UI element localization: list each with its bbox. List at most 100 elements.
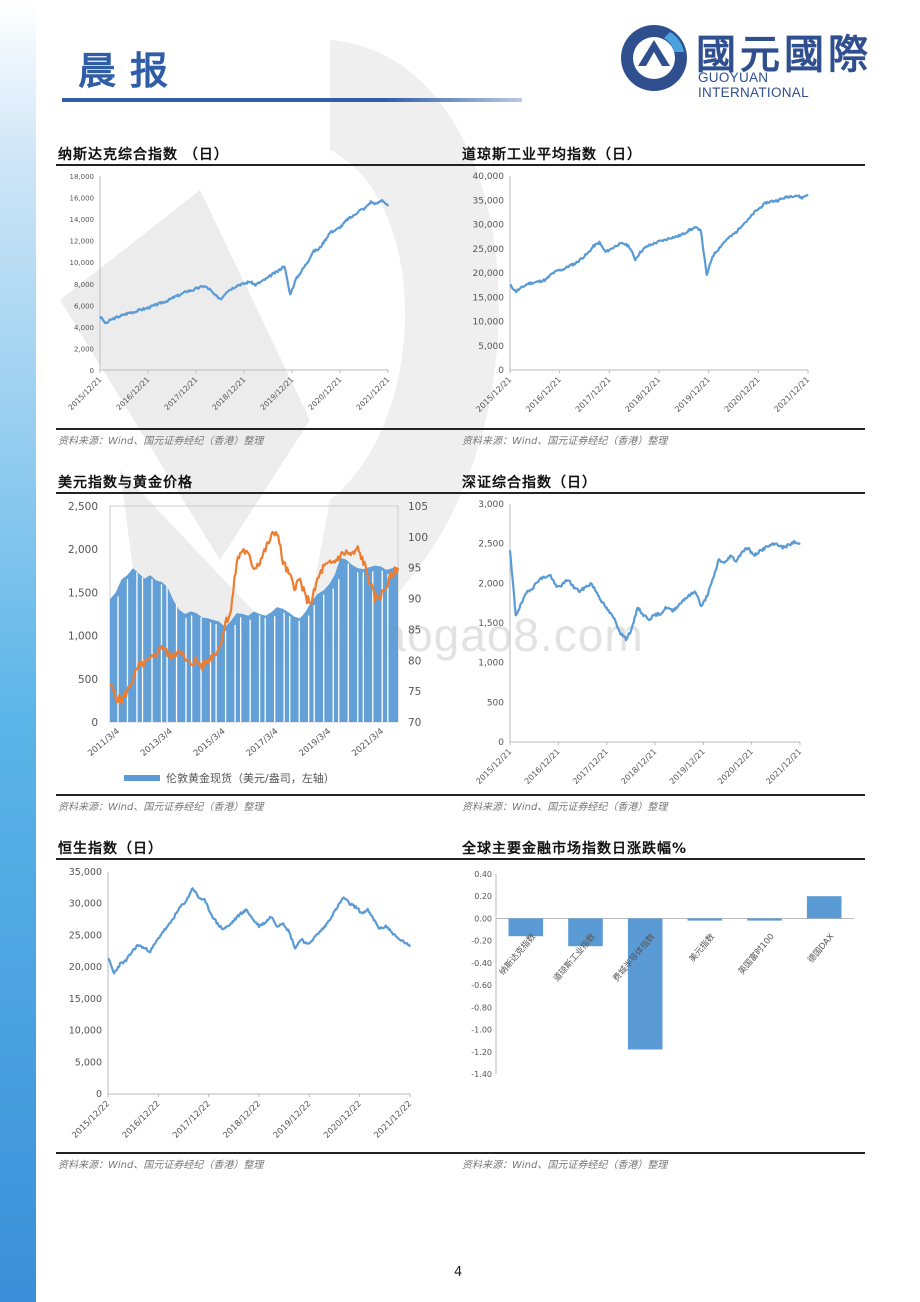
x-tick-label: 2019/12/22 <box>272 1099 314 1141</box>
source-note: 资料来源：Wind、国元证券经纪（香港）整理 <box>58 802 264 813</box>
x-tick-label: 2015/3/4 <box>192 727 228 759</box>
y-tick-label: 20,000 <box>473 269 505 279</box>
x-tick-label: 2020/12/21 <box>723 375 762 414</box>
series-line <box>107 887 411 975</box>
bar-3 <box>687 918 723 921</box>
right-y-tick-label: 70 <box>408 717 421 729</box>
source-note: 资料来源：Wind、国元证券经纪（香港）整理 <box>462 1160 668 1171</box>
y-tick-label: 40,000 <box>473 172 505 182</box>
x-tick-label: 2015/12/21 <box>474 747 513 786</box>
divider-rule <box>56 794 460 796</box>
logo-mark-icon <box>621 25 687 91</box>
x-tick-label: 2017/12/21 <box>571 747 610 786</box>
category-label: 英国富时100 <box>736 931 777 977</box>
left-y-tick-label: 1,500 <box>68 587 98 599</box>
y-tick-label: -0.80 <box>471 1003 492 1012</box>
x-tick-label: 2018/12/21 <box>623 375 662 414</box>
y-tick-label: 2,000 <box>478 579 504 589</box>
x-tick-label: 2017/12/21 <box>574 375 613 414</box>
chart-title-nasdaq: 纳斯达克综合指数 （日） <box>58 147 229 163</box>
left-y-tick-label: 2,500 <box>68 501 98 513</box>
x-tick-label: 2021/3/4 <box>350 727 386 759</box>
y-tick-label: 14,000 <box>70 216 95 224</box>
x-tick-label: 2016/12/21 <box>523 747 562 786</box>
y-tick-label: 0.00 <box>474 914 492 923</box>
nasdaq-line-chart: 0 2,000 4,000 6,000 8,000 10,000 12,000 14,000 1… <box>66 173 391 412</box>
x-tick-label: 2021/12/21 <box>354 375 391 412</box>
x-tick-label: 2019/12/21 <box>668 747 707 786</box>
logo-chinese-name: 國元國際 <box>696 32 872 78</box>
y-tick-label: 10,000 <box>473 318 505 328</box>
source-note: 资料来源：Wind、国元证券经纪（香港）整理 <box>462 802 668 813</box>
category-label: 德国DAX <box>806 931 837 965</box>
right-y-tick-label: 85 <box>408 624 421 636</box>
x-tick-label: 2019/12/21 <box>673 375 712 414</box>
y-tick-label: 35,000 <box>69 867 102 878</box>
global-markets-bar-chart: 0.40 0.20 0.00 -0.20 -0.40 -0.60 -0.80 -1.00 -1.… <box>471 870 854 1079</box>
chart-title-dow: 道琼斯工业平均指数（日） <box>462 147 642 163</box>
dow-line-chart: 0 5,000 10,000 15,000 20,000 25,000 30,000 35,0… <box>473 172 812 414</box>
y-tick-label: 0.40 <box>474 870 492 879</box>
bar-4 <box>747 918 782 921</box>
y-tick-label: 25,000 <box>473 245 505 255</box>
x-tick-label: 2021/12/21 <box>772 375 811 414</box>
y-tick-label: -1.00 <box>471 1026 492 1035</box>
x-tick-label: 2018/12/21 <box>619 747 658 786</box>
y-tick-label: 0.20 <box>474 892 492 901</box>
x-tick-label: 2015/12/21 <box>66 375 103 412</box>
y-tick-label: 35,000 <box>473 196 505 206</box>
y-tick-label: 6,000 <box>74 302 94 310</box>
divider-rule <box>460 428 865 430</box>
left-y-tick-label: 2,000 <box>68 544 98 556</box>
left-y-tick-label: 500 <box>78 674 98 686</box>
y-tick-label: 8,000 <box>74 281 94 289</box>
usd-gold-combo-chart: 0 500 1,000 1,500 2,000 2,500 70 75 80 85 90 95 100 1… <box>68 501 428 785</box>
chart-title-hsi: 恒生指数（日） <box>58 841 163 857</box>
y-tick-label: -1.40 <box>471 1070 492 1079</box>
y-tick-label: 5,000 <box>478 342 504 352</box>
title-rule <box>62 98 522 102</box>
x-tick-label: 2017/12/21 <box>162 375 199 412</box>
x-tick-label: 2021/12/22 <box>372 1099 414 1141</box>
y-tick-label: 0 <box>498 738 504 748</box>
x-tick-label: 2015/12/21 <box>474 375 513 414</box>
left-y-tick-label: 0 <box>91 717 98 729</box>
y-tick-label: -1.20 <box>471 1048 492 1057</box>
left-y-tick-label: 1,000 <box>68 631 98 643</box>
x-tick-label: 2019/12/21 <box>258 375 295 412</box>
y-tick-label: 30,000 <box>473 221 505 231</box>
right-y-tick-label: 100 <box>408 532 428 544</box>
source-note: 资料来源：Wind、国元证券经纪（香港）整理 <box>462 436 668 447</box>
y-tick-label: 2,500 <box>478 540 504 550</box>
divider-rule <box>460 794 865 796</box>
y-tick-label: -0.60 <box>471 981 492 990</box>
right-y-tick-label: 95 <box>408 563 421 575</box>
x-tick-label: 2016/12/21 <box>114 375 151 412</box>
bar-1 <box>568 918 603 947</box>
y-tick-label: 15,000 <box>473 293 505 303</box>
x-tick-label: 2013/3/4 <box>139 727 175 759</box>
y-tick-label: 1,500 <box>478 619 504 629</box>
series-line <box>508 539 801 642</box>
side-gradient-bar <box>0 0 36 1302</box>
divider-rule <box>56 492 460 494</box>
divider-rule <box>460 1152 865 1154</box>
divider-rule <box>56 428 460 430</box>
category-label: 纳斯达克指数 <box>497 931 539 978</box>
x-tick-label: 2018/12/22 <box>221 1099 263 1141</box>
gold-price-bars <box>110 557 398 722</box>
series-line <box>509 193 809 294</box>
y-tick-label: 5,000 <box>75 1057 102 1068</box>
y-tick-label: 1,000 <box>478 659 504 669</box>
page-number: 4 <box>454 1265 463 1280</box>
y-tick-label: 4,000 <box>74 324 94 332</box>
x-tick-label: 2016/12/21 <box>524 375 563 414</box>
y-tick-label: 10,000 <box>70 259 95 267</box>
x-tick-label: 2017/12/22 <box>171 1099 213 1141</box>
chart-title-usd-gold: 美元指数与黄金价格 <box>58 475 193 491</box>
x-tick-label: 2016/12/22 <box>121 1099 163 1141</box>
y-tick-label: 3,000 <box>478 500 504 510</box>
divider-rule <box>56 1152 460 1154</box>
legend-swatch <box>124 775 160 781</box>
y-tick-label: 0 <box>90 367 94 375</box>
